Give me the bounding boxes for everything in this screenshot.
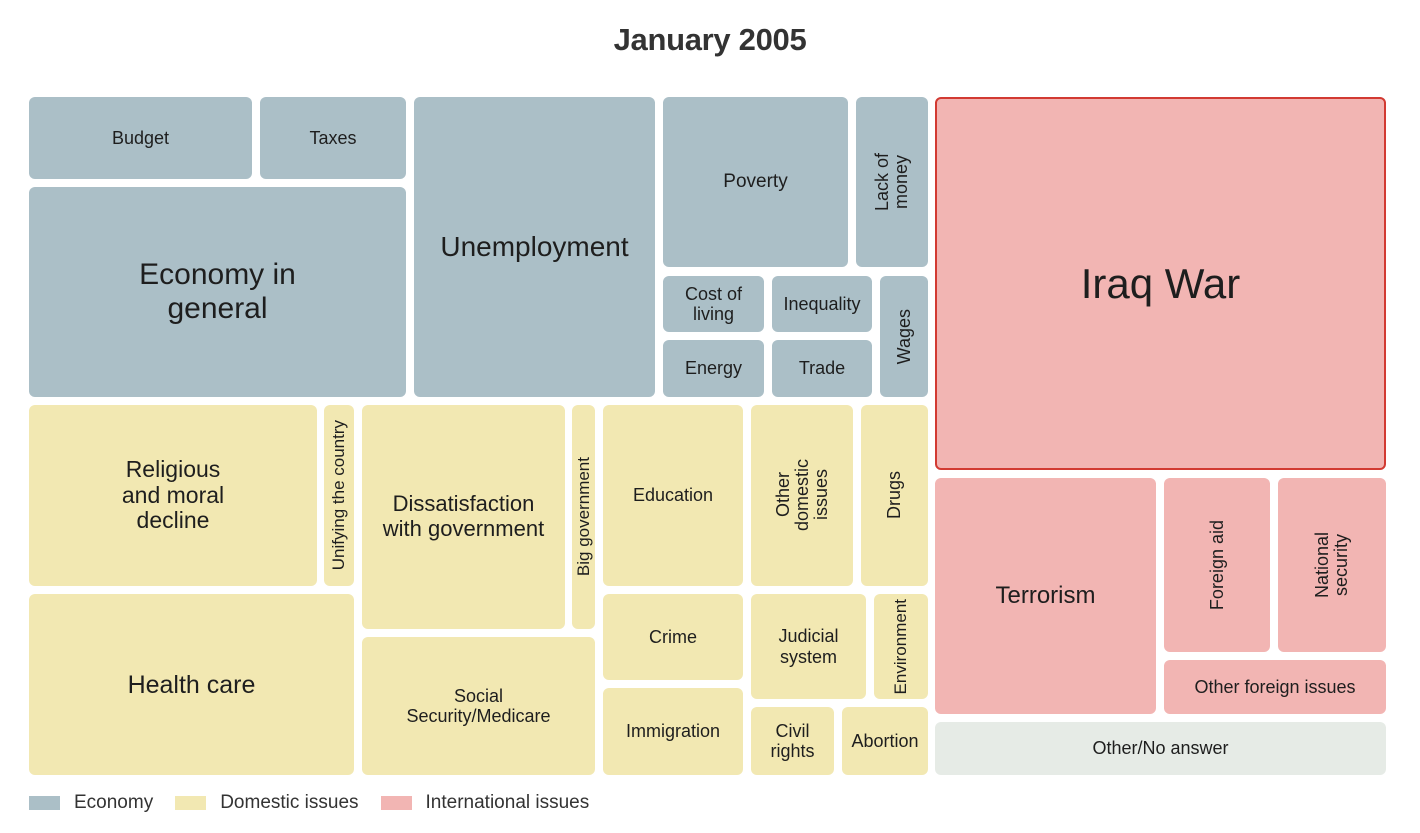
tile-lack-of-money: Lack of money — [856, 97, 928, 267]
tile-environment: Environment — [874, 594, 928, 699]
tile-dissatisfaction-with-government: Dissatisfaction with government — [362, 405, 565, 629]
tile-label: Education — [632, 485, 714, 506]
tile-label: Big government — [573, 457, 593, 577]
tile-label: Terrorism — [995, 581, 1096, 609]
tile-education: Education — [603, 405, 743, 586]
legend-swatch-international — [380, 796, 412, 810]
tile-unemployment: Unemployment — [414, 97, 655, 397]
tile-label: Judicial system — [778, 626, 839, 667]
tile-national-security: National security — [1278, 478, 1386, 652]
tile-religious-and-moral-decline: Religious and moral decline — [29, 405, 317, 586]
tile-label: Unifying the country — [329, 420, 349, 571]
legend-label-international: International issues — [425, 792, 590, 813]
legend: Economy Domestic issues International is… — [29, 791, 589, 815]
tile-immigration: Immigration — [603, 688, 743, 775]
tile-label: Wages — [893, 308, 914, 365]
chart-title: January 2005 — [613, 22, 807, 57]
tile-civil-rights: Civil rights — [751, 707, 834, 775]
tile-energy: Energy — [663, 340, 764, 397]
tile-label: Dissatisfaction with government — [382, 491, 545, 541]
tile-label: Economy in general — [139, 258, 296, 325]
tile-label: Crime — [649, 626, 697, 647]
tile-label: Environment — [891, 598, 911, 695]
tile-poverty: Poverty — [663, 97, 848, 267]
tile-label: Other foreign issues — [1194, 676, 1356, 697]
tile-other-foreign-issues: Other foreign issues — [1164, 660, 1386, 714]
tile-cost-of-living: Cost of living — [663, 276, 764, 332]
tile-label: Health care — [127, 670, 256, 699]
tile-crime: Crime — [603, 594, 743, 680]
tile-judicial-system: Judicial system — [751, 594, 866, 699]
tile-label: Other domestic issues — [772, 459, 831, 532]
legend-swatch-economy — [29, 796, 60, 810]
tile-label: Trade — [798, 358, 846, 379]
tile-inequality: Inequality — [772, 276, 872, 332]
legend-label-domestic: Domestic issues — [220, 792, 359, 813]
tile-label: Civil rights — [770, 720, 815, 761]
tile-iraq-war: Iraq War — [935, 97, 1386, 470]
tile-label: Religious and moral decline — [121, 455, 225, 534]
tile-label: Inequality — [783, 293, 861, 314]
tile-label: Budget — [111, 127, 170, 148]
tile-label: Immigration — [625, 721, 721, 742]
tile-social-security-medicare: Social Security/Medicare — [362, 637, 595, 775]
tile-label: Other/No answer — [1092, 738, 1229, 759]
tile-abortion: Abortion — [842, 707, 928, 775]
tile-label: Social Security/Medicare — [406, 685, 551, 726]
tile-label: Poverty — [723, 171, 788, 193]
legend-label-economy: Economy — [74, 792, 154, 813]
tile-wages: Wages — [880, 276, 928, 397]
tile-budget: Budget — [29, 97, 252, 179]
tile-other-domestic-issues: Other domestic issues — [751, 405, 853, 586]
tile-big-government: Big government — [572, 405, 595, 629]
treemap-chart: Budget Taxes Economy in general Unemployment… — [29, 97, 1386, 775]
tile-label: Foreign aid — [1206, 519, 1227, 611]
tile-foreign-aid: Foreign aid — [1164, 478, 1270, 652]
tile-terrorism: Terrorism — [935, 478, 1156, 714]
tile-taxes: Taxes — [260, 97, 406, 179]
legend-swatch-domestic — [175, 796, 207, 810]
tile-label: Taxes — [309, 127, 357, 148]
legend-item-domestic: Domestic issues — [175, 792, 359, 814]
tile-label: Unemployment — [440, 231, 629, 263]
tile-health-care: Health care — [29, 594, 354, 775]
tile-unifying-the-country: Unifying the country — [324, 405, 354, 586]
tile-label: Lack of money — [872, 152, 911, 212]
tile-other-no-answer: Other/No answer — [935, 722, 1386, 775]
tile-label: National security — [1312, 531, 1351, 599]
legend-item-international: International issues — [380, 792, 590, 814]
legend-item-economy: Economy — [29, 792, 153, 814]
tile-label: Drugs — [884, 471, 905, 520]
tile-drugs: Drugs — [861, 405, 928, 586]
tile-economy-in-general: Economy in general — [29, 187, 406, 397]
tile-label: Energy — [684, 358, 743, 379]
tile-label: Cost of living — [684, 283, 743, 324]
tile-trade: Trade — [772, 340, 872, 397]
tile-label: Abortion — [851, 730, 919, 751]
tile-label: Iraq War — [1080, 259, 1241, 307]
